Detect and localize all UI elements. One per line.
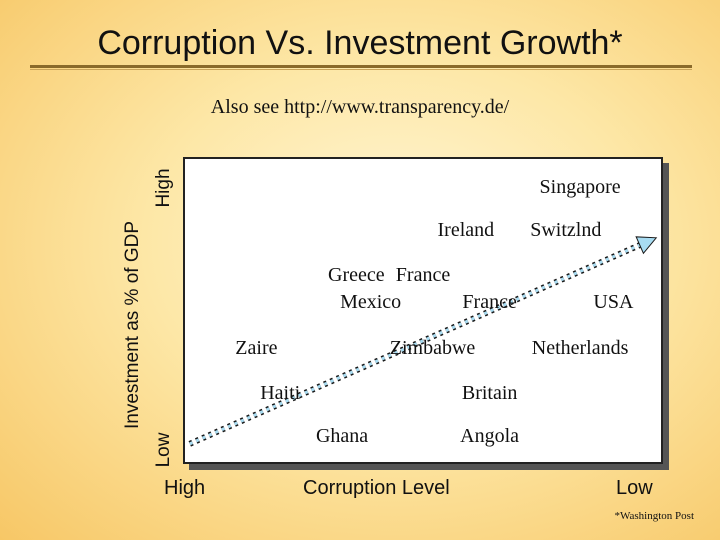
title-rule-secondary <box>30 69 692 70</box>
point-label-france: France <box>395 264 451 287</box>
subtitle-link-text: Also see http://www.transparency.de/ <box>210 96 510 118</box>
point-label-haiti: Haiti <box>260 382 301 405</box>
point-label-switzlnd: Switzlnd <box>530 218 602 241</box>
title-rule <box>30 65 692 68</box>
slide-title: Corruption Vs. Investment Growth* <box>97 24 623 62</box>
footnote: *Washington Post <box>614 510 694 522</box>
point-label-angola: Angola <box>460 424 520 447</box>
point-label-netherlands: Netherlands <box>531 336 629 359</box>
point-label-mexico: Mexico <box>340 291 402 314</box>
y-axis-high-label: High <box>153 168 174 208</box>
x-axis-label: Corruption Level <box>303 477 450 499</box>
x-axis-low-label: Low <box>616 477 653 499</box>
point-label-usa: USA <box>593 291 634 314</box>
y-axis-label: Investment as % of GDP <box>122 220 143 430</box>
trend-arrow-head <box>635 236 658 255</box>
point-label-ireland: Ireland <box>437 218 495 241</box>
point-label-zaire: Zaire <box>235 336 278 359</box>
point-label-ghana: Ghana <box>315 424 369 447</box>
point-label-singapore: Singapore <box>539 176 621 199</box>
trend-arrow-shaft-fill <box>189 242 643 446</box>
point-label-britain: Britain <box>461 382 518 405</box>
chart-svg <box>188 236 658 447</box>
point-label-greece: Greece <box>328 264 385 287</box>
plot-area: Singapore Ireland Switzlnd Greece France Mexi… <box>183 157 663 464</box>
y-axis-low-label: Low <box>153 432 174 468</box>
point-label-zimbabwe: Zimbabwe <box>389 336 476 359</box>
x-axis-high-label: High <box>164 477 206 499</box>
point-label-france: France <box>462 291 517 314</box>
